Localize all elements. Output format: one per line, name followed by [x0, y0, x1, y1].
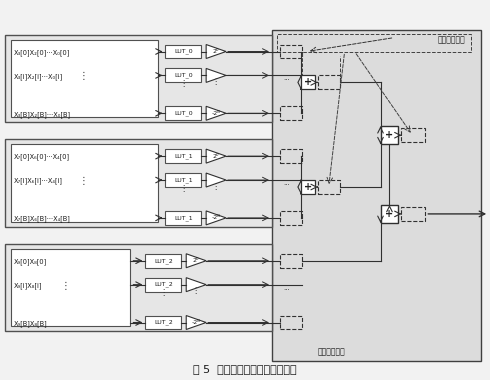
Bar [381, 126, 398, 144]
Bar [11, 40, 158, 117]
Bar [165, 68, 201, 82]
Bar [146, 254, 181, 268]
Text: +: + [386, 209, 393, 219]
Text: ⋮: ⋮ [79, 176, 89, 186]
Text: ⋮: ⋮ [211, 182, 220, 190]
Polygon shape [186, 254, 206, 268]
Bar [318, 75, 340, 89]
Text: LUT_0: LUT_0 [174, 73, 193, 78]
Bar [5, 244, 272, 331]
Bar [272, 30, 481, 361]
Text: ⋮: ⋮ [159, 288, 168, 297]
Text: 2⁰: 2⁰ [193, 258, 199, 263]
Bar [165, 149, 201, 163]
Text: LUT_1: LUT_1 [174, 177, 193, 183]
Text: ⋮: ⋮ [179, 184, 187, 193]
Bar [165, 44, 201, 59]
Text: ···: ··· [284, 78, 290, 83]
Text: ⋮: ⋮ [61, 281, 71, 291]
Bar [401, 128, 425, 142]
Bar [146, 315, 181, 329]
Bar [280, 44, 302, 59]
Bar [146, 278, 181, 291]
Bar [280, 315, 302, 329]
Text: X₉[B]X₈[B]: X₉[B]X₈[B] [14, 320, 48, 327]
Text: ⋮: ⋮ [179, 79, 187, 88]
Text: LUT_1: LUT_1 [174, 215, 193, 221]
Polygon shape [206, 211, 226, 225]
Bar [301, 180, 315, 194]
Text: LUT_0: LUT_0 [174, 111, 193, 116]
Text: X₇[B]X₆[B]···X₄[B]: X₇[B]X₆[B]···X₄[B] [14, 215, 71, 222]
Bar [277, 33, 471, 52]
Text: X₉[0]X₈[0]: X₉[0]X₈[0] [14, 258, 47, 265]
Text: 2⁰: 2⁰ [213, 49, 220, 54]
Text: X₇[i]X₆[i]···X₄[i]: X₇[i]X₆[i]···X₄[i] [14, 178, 63, 184]
Text: X₃[B]X₂[B]···X₀[B]: X₃[B]X₂[B]···X₀[B] [14, 111, 71, 118]
Polygon shape [206, 68, 226, 82]
Bar [280, 254, 302, 268]
Text: ⋮: ⋮ [211, 77, 220, 86]
Text: -2ᴮ: -2ᴮ [212, 215, 220, 220]
Text: X₉[i]X₈[i]: X₉[i]X₈[i] [14, 282, 42, 289]
Polygon shape [206, 44, 226, 59]
Text: ⋮: ⋮ [79, 71, 89, 81]
Bar [165, 173, 201, 187]
Text: X₇[0]X₆[0]···X₄[0]: X₇[0]X₆[0]···X₄[0] [14, 154, 70, 160]
Text: 2⁰: 2⁰ [213, 154, 220, 158]
Text: 流水线寄存器: 流水线寄存器 [438, 35, 465, 44]
Bar [11, 249, 130, 326]
Polygon shape [206, 106, 226, 120]
Text: X₃[i]X₂[i]···X₀[i]: X₃[i]X₂[i]···X₀[i] [14, 73, 63, 80]
Text: LUT_0: LUT_0 [174, 49, 193, 54]
Text: -2ᴮ: -2ᴮ [212, 111, 220, 116]
Bar [280, 211, 302, 225]
Bar [11, 144, 158, 222]
Bar [5, 139, 272, 227]
Text: 图 5  改进的并行分布式算法结构: 图 5 改进的并行分布式算法结构 [193, 364, 297, 374]
Text: X₃[0]X₂[0]···X₀[0]: X₃[0]X₂[0]···X₀[0] [14, 49, 70, 56]
Text: +: + [304, 78, 312, 87]
Bar [165, 211, 201, 225]
Bar [280, 106, 302, 120]
Polygon shape [206, 173, 226, 187]
Polygon shape [186, 315, 206, 329]
Text: LUT_2: LUT_2 [154, 282, 172, 288]
Text: ···: ··· [284, 287, 290, 293]
Text: LUT_1: LUT_1 [174, 153, 193, 159]
Text: -2ᴮ: -2ᴮ [192, 320, 201, 325]
Text: 流水线加法树: 流水线加法树 [318, 347, 345, 356]
Polygon shape [206, 149, 226, 163]
Bar [280, 149, 302, 163]
Text: ⋮: ⋮ [191, 286, 199, 295]
Bar [401, 207, 425, 221]
Text: +: + [386, 130, 393, 140]
Polygon shape [186, 278, 206, 291]
Bar [165, 106, 201, 120]
Text: +: + [304, 182, 312, 192]
Text: LUT_2: LUT_2 [154, 320, 172, 325]
Bar [381, 205, 398, 223]
Text: LUT_2: LUT_2 [154, 258, 172, 264]
Bar [5, 35, 272, 122]
Bar [318, 180, 340, 194]
Bar [301, 75, 315, 89]
Text: ···: ··· [284, 182, 290, 188]
